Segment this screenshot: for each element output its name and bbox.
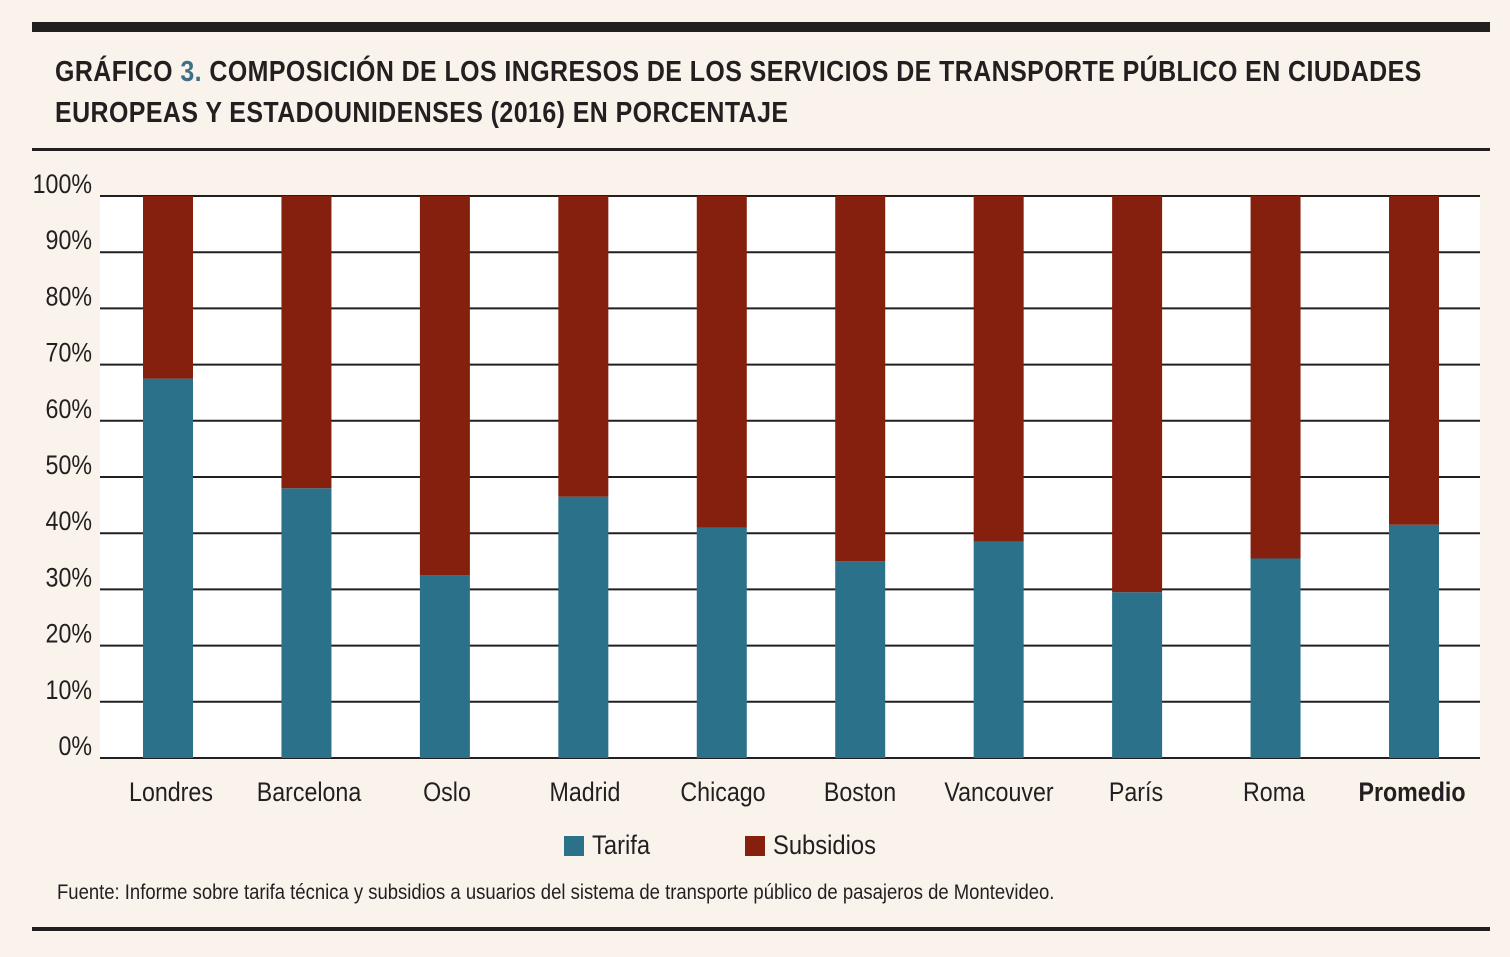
title-number: 3. [180, 56, 203, 88]
title-line-2: EUROPEAS Y ESTADOUNIDENSES (2016) EN POR… [55, 97, 789, 129]
x-tick-label: Madrid [550, 777, 621, 807]
title-prefix: GRÁFICO [55, 56, 174, 88]
bar-tarifa [835, 561, 886, 758]
title-text-1: COMPOSICIÓN DE LOS INGRESOS DE LOS SERVI… [209, 56, 1422, 88]
x-tick-label: Roma [1243, 777, 1305, 807]
y-tick-label: 20% [46, 619, 92, 649]
bar-tarifa [1389, 524, 1439, 758]
bar-tarifa [143, 378, 193, 758]
legend-item-tarifa: Tarifa [564, 830, 658, 861]
bottom-rule [32, 927, 1490, 931]
title-divider [32, 148, 1490, 151]
legend-label-tarifa: Tarifa [592, 830, 651, 860]
bar-subsidios [143, 196, 193, 379]
y-tick-label: 10% [46, 675, 92, 705]
legend-swatch-tarifa [564, 835, 584, 856]
bar-subsidios [835, 196, 886, 562]
bar-subsidios [1112, 196, 1163, 593]
bar-tarifa [419, 575, 470, 758]
bar-tarifa [1250, 558, 1301, 758]
x-tick-label: Barcelona [257, 777, 362, 807]
bar-subsidios [281, 196, 332, 489]
bar-tarifa [1112, 592, 1163, 758]
bar-tarifa [558, 496, 609, 758]
y-tick-label: 100% [33, 169, 92, 199]
bar-subsidios [696, 196, 747, 528]
x-tick-label: Chicago [680, 777, 765, 807]
stacked-bar-chart: 0% 10% 20% 30% 40% 50% 60% 70% 80% 90% 100% Londres… [33, 169, 1480, 807]
legend-swatch-subsidios [745, 835, 765, 856]
y-tick-label: 50% [46, 450, 92, 480]
y-tick-label: 0% [58, 731, 92, 761]
bar-subsidios [1250, 196, 1301, 559]
title-line-1: GRÁFICO 3. COMPOSICIÓN DE LOS INGRESOS D… [55, 52, 1421, 93]
bar-tarifa [973, 541, 1024, 758]
y-tick-label: 70% [46, 338, 92, 368]
y-tick-label: 40% [46, 507, 92, 537]
y-tick-label: 60% [46, 394, 92, 424]
x-tick-label: Boston [824, 777, 896, 807]
legend-label-subsidios: Subsidios [773, 830, 877, 860]
source-note: Fuente: Informe sobre tarifa técnica y s… [57, 881, 1055, 904]
x-tick-label: París [1109, 777, 1163, 807]
x-tick-label: Londres [129, 777, 213, 807]
bar-subsidios [558, 196, 609, 497]
bar-tarifa [281, 488, 332, 758]
y-tick-label: 80% [46, 282, 92, 312]
x-tick-label: Vancouver [944, 777, 1053, 807]
bar-subsidios [973, 196, 1024, 542]
y-tick-label: 90% [46, 226, 92, 256]
chart-title: GRÁFICO 3. COMPOSICIÓN DE LOS INGRESOS D… [55, 52, 1421, 134]
bar-tarifa [696, 527, 747, 758]
legend-item-subsidios: Subsidios [745, 830, 890, 861]
bar-subsidios [419, 196, 470, 576]
x-tick-label: Oslo [423, 777, 471, 807]
y-tick-label: 30% [46, 563, 92, 593]
top-rule [32, 22, 1490, 32]
x-tick-label: Promedio [1358, 777, 1465, 807]
bar-subsidios [1389, 196, 1439, 525]
legend: Tarifa Subsidios [0, 830, 1510, 870]
